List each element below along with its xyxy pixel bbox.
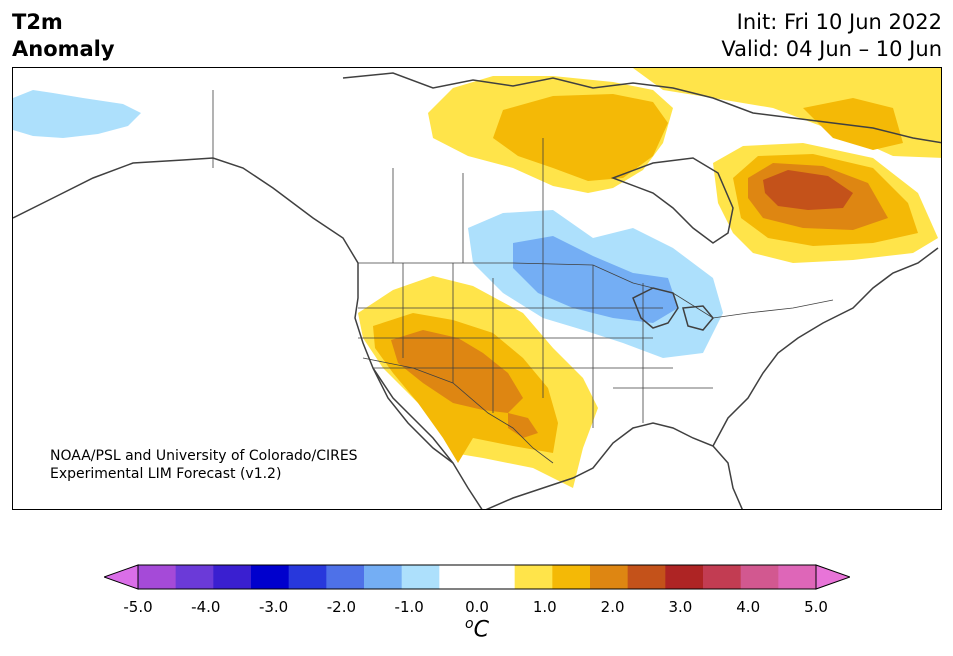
colorbar-over-arrow [815, 564, 850, 590]
colorbar-bin [703, 565, 742, 589]
colorbar-bin [364, 565, 403, 589]
anomaly-canada-warm-2 [493, 94, 668, 181]
colorbar-bin [251, 565, 290, 589]
colorbar-unit: oC [465, 616, 489, 642]
forecast-dates: Init: Fri 10 Jun 2022 Valid: 04 Jun – 10… [721, 9, 942, 63]
colorbar-bin [740, 565, 779, 589]
anomaly-southwest-warm-3 [391, 330, 523, 413]
unit-celsius: C [473, 617, 489, 643]
borders [212, 90, 834, 464]
colorbar-tick-label: 2.0 [600, 598, 625, 616]
colorbar-bin [288, 565, 327, 589]
unit-degree: o [465, 616, 474, 632]
colorbar-bin [778, 565, 817, 589]
colorbar-bin [665, 565, 704, 589]
colorbar-bin [213, 565, 252, 589]
anomaly-shading [13, 68, 941, 488]
colorbar-tick-label: 0.0 [465, 598, 489, 616]
border-us-canada [358, 262, 834, 319]
colorbar-tick-label: -2.0 [326, 598, 357, 616]
colorbar-under-arrow [104, 564, 139, 590]
title-anomaly: Anomaly [12, 37, 115, 61]
anomaly-quebec-warm-4 [763, 170, 853, 210]
colorbar-bins [138, 565, 817, 589]
title-variable: T2m [12, 10, 63, 34]
coast-arctic [342, 72, 941, 144]
colorbar-tick-label: -4.0 [191, 598, 221, 616]
colorbar-bin [138, 565, 177, 589]
coast-baja [372, 367, 454, 464]
colorbar-tick-label: -1.0 [394, 598, 424, 616]
coast-hudson [610, 157, 734, 244]
colorbar-bin [590, 565, 629, 589]
anomaly-alaska-cool [13, 90, 141, 138]
colorbar-tick-label: 4.0 [736, 598, 761, 616]
anomaly-arctic-warm-2 [803, 98, 903, 150]
colorbar-bin [552, 565, 591, 589]
colorbar-tick-label: 1.0 [532, 598, 557, 616]
coast-gulf [485, 422, 743, 509]
credit-line1: NOAA/PSL and University of Colorado/CIRE… [50, 448, 358, 464]
colorbar-bin [401, 565, 440, 589]
colorbar-bin [439, 565, 478, 589]
colorbar-bin [175, 565, 214, 589]
colorbar-tick-label: -5.0 [123, 598, 153, 616]
colorbar-bin [627, 565, 666, 589]
anomaly-texas-warm [508, 413, 538, 438]
anomaly-map: NOAA/PSL and University of Colorado/CIRE… [12, 67, 942, 510]
border-state-grid-2 [358, 307, 713, 389]
colorbar-tick-label: 3.0 [668, 598, 693, 616]
colorbar [104, 564, 850, 590]
anomaly-midwest-cool-2 [513, 236, 678, 323]
map-title: T2m Anomaly [12, 9, 115, 63]
credit-line2: Experimental LIM Forecast (v1.2) [50, 466, 282, 482]
colorbar-bin [326, 565, 365, 589]
colorbar-frame [137, 564, 817, 590]
border-state-grid-1 [402, 263, 644, 428]
valid-range: Valid: 04 Jun – 10 Jun [721, 37, 942, 61]
credit-text: NOAA/PSL and University of Colorado/CIRE… [50, 447, 358, 483]
colorbar-bin [477, 565, 516, 589]
colorbar-tick-label: 5.0 [804, 598, 828, 616]
coast-atlantic [712, 247, 939, 447]
coastlines [13, 72, 941, 509]
init-date: Init: Fri 10 Jun 2022 [736, 10, 942, 34]
colorbar-tick-label: -3.0 [258, 598, 289, 616]
colorbar-bin [514, 565, 553, 589]
